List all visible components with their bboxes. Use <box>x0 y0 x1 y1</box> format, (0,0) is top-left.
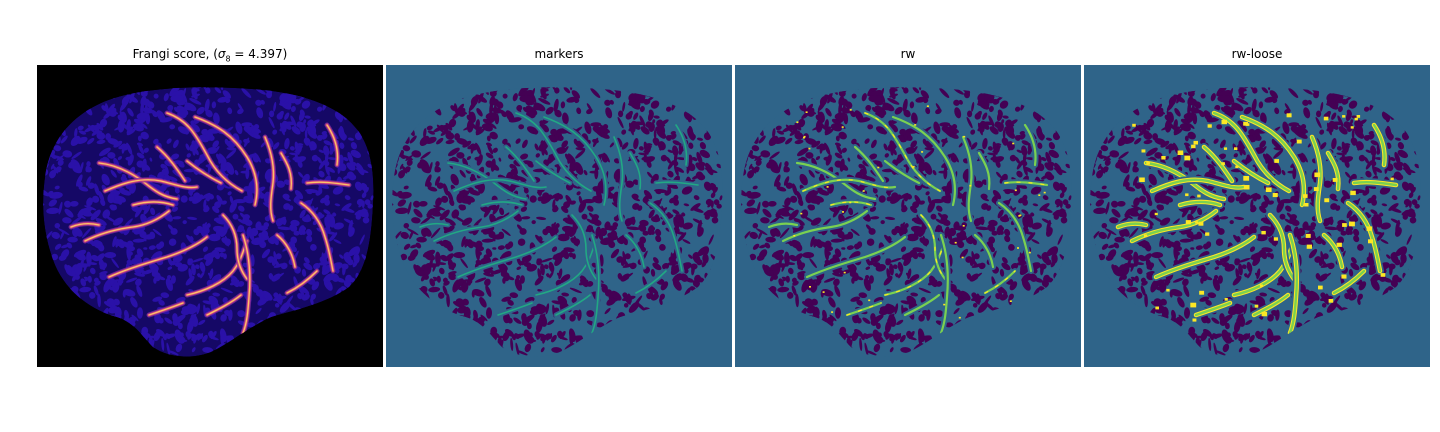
markers-image <box>386 65 732 367</box>
panel-title-rw: rw <box>900 47 916 61</box>
rw-image <box>735 65 1081 367</box>
panel-svg <box>735 65 1081 367</box>
panel-svg <box>37 65 383 367</box>
panel-svg <box>386 65 732 367</box>
panel-title-frangi: Frangi score, (σ8 = 4.397) <box>132 47 288 64</box>
panel-title-rw-loose: rw-loose <box>1231 47 1283 61</box>
rw-loose-image <box>1084 65 1430 367</box>
frangi-image <box>37 65 383 367</box>
panel-title-markers: markers <box>534 47 584 61</box>
panel-svg <box>1084 65 1430 367</box>
